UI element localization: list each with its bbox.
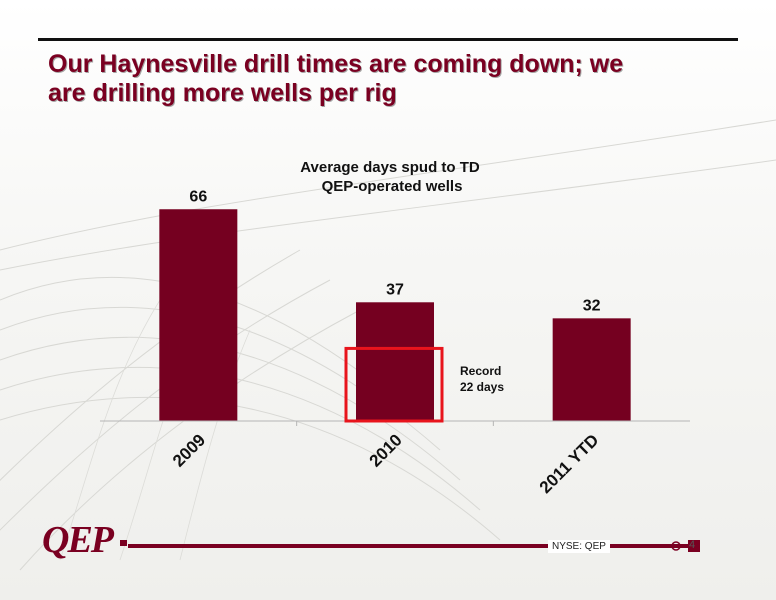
record-highlight-box: [344, 346, 444, 423]
qep-logo-dot: [120, 540, 127, 546]
page-number: 4: [689, 539, 696, 551]
annotation-text-line-2: 22 days: [460, 380, 504, 394]
qep-logo-text: QEP: [42, 519, 115, 561]
chart-title-line-2: QEP-operated wells: [322, 178, 463, 195]
bars-layer: 66 37 32: [159, 188, 631, 421]
page-title-line-2: are drilling more wells per rig: [48, 79, 397, 107]
footer-end-icon: [671, 541, 681, 551]
top-rule: [38, 38, 738, 41]
footer-ticker: NYSE: QEP: [548, 540, 610, 553]
data-label-2011-ytd: 32: [583, 297, 601, 314]
annotation-text-line-1: Record: [460, 364, 501, 378]
page-title-line-1: Our Haynesville drill times are coming d…: [48, 50, 624, 78]
data-label-2009: 66: [189, 188, 207, 205]
chart-title-line-1: Average days spud to TD: [300, 159, 480, 176]
footer-brand-bar: [128, 544, 688, 548]
page-title: Our Haynesville drill times are coming d…: [48, 50, 708, 108]
data-label-2010: 37: [386, 281, 404, 298]
bar-2009: [159, 209, 238, 421]
bar-2010: [356, 302, 434, 421]
bar-2011-ytd: [552, 318, 631, 421]
footer-bar-end-cap: [688, 540, 700, 552]
annotation-layer: Record 22 days: [344, 346, 504, 423]
